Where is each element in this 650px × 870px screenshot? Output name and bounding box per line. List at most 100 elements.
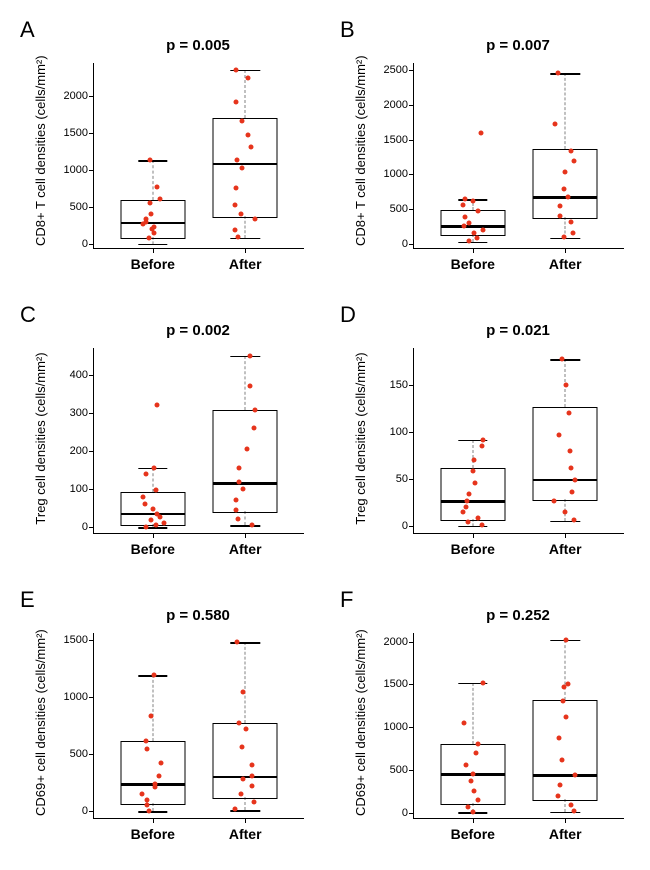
ytick-mark [89, 133, 94, 134]
ytick-label: 1500 [48, 634, 88, 646]
data-point [144, 216, 149, 221]
data-point [463, 197, 468, 202]
data-point [161, 520, 166, 525]
plot-area: 0500100015002000BeforeAfter [413, 633, 624, 819]
panel-a: Ap = 0.005CD8+ T cell densities (cells/m… [15, 15, 315, 285]
data-point [565, 195, 570, 200]
ytick-mark [409, 684, 414, 685]
plot-area: 0500100015002000BeforeAfter [93, 63, 304, 249]
ytick-label: 300 [48, 407, 88, 419]
data-point [244, 447, 249, 452]
data-point [471, 458, 476, 463]
figure-root: Ap = 0.005CD8+ T cell densities (cells/m… [0, 0, 650, 870]
data-point [234, 67, 239, 72]
xtick-mark [473, 818, 474, 823]
panel-label: A [20, 17, 35, 43]
data-point [249, 773, 254, 778]
whisker-upper [565, 640, 566, 700]
whisker-lower [245, 511, 246, 525]
ytick-label: 2000 [368, 636, 408, 648]
box [440, 468, 505, 521]
y-axis-label: CD69+ cell densities (cells/mm²) [33, 631, 48, 816]
whisker-upper [152, 675, 153, 741]
data-point [145, 798, 150, 803]
data-point [151, 673, 156, 678]
data-point [467, 239, 472, 244]
ytick-label: 500 [48, 748, 88, 760]
data-point [567, 411, 572, 416]
ytick-label: 0 [368, 807, 408, 819]
p-value-title: p = 0.007 [393, 37, 643, 54]
data-point [253, 407, 258, 412]
cap-lower [138, 244, 167, 246]
ytick-mark [409, 813, 414, 814]
data-point [148, 518, 153, 523]
p-value-title: p = 0.252 [393, 607, 643, 624]
data-point [557, 736, 562, 741]
xtick-label: Before [451, 826, 495, 842]
data-point [248, 353, 253, 358]
ytick-mark [89, 754, 94, 755]
data-point [240, 166, 245, 171]
data-point [233, 203, 238, 208]
ytick-label: 1000 [368, 168, 408, 180]
ytick-mark [89, 527, 94, 528]
data-point [563, 169, 568, 174]
ytick-label: 2500 [368, 64, 408, 76]
data-point [553, 122, 558, 127]
data-point [471, 789, 476, 794]
data-point [462, 720, 467, 725]
data-point [239, 745, 244, 750]
data-point [568, 148, 573, 153]
data-point [471, 231, 476, 236]
data-point [552, 499, 557, 504]
whisker-upper [245, 356, 246, 410]
data-point [567, 448, 572, 453]
data-point [555, 793, 560, 798]
median-line [533, 479, 598, 482]
ytick-label: 1000 [368, 721, 408, 733]
data-point [241, 487, 246, 492]
box [120, 741, 185, 805]
ytick-label: 0 [368, 520, 408, 532]
panel-b: Bp = 0.007CD8+ T cell densities (cells/m… [335, 15, 635, 285]
data-point [157, 773, 162, 778]
data-point [475, 742, 480, 747]
xtick-mark [153, 818, 154, 823]
data-point [143, 501, 148, 506]
ytick-label: 500 [368, 764, 408, 776]
xtick-label: After [229, 826, 262, 842]
data-point [568, 465, 573, 470]
cap-lower [458, 242, 487, 244]
ytick-label: 0 [368, 238, 408, 250]
data-point [250, 522, 255, 527]
data-point [150, 507, 155, 512]
cap-lower [230, 238, 259, 240]
ytick-mark [409, 140, 414, 141]
data-point [139, 792, 144, 797]
p-value-title: p = 0.580 [73, 607, 323, 624]
data-point [232, 807, 237, 812]
data-point [252, 426, 257, 431]
panel-label: B [340, 17, 355, 43]
ytick-mark [89, 811, 94, 812]
data-point [232, 227, 237, 232]
data-point [464, 762, 469, 767]
ytick-label: 2000 [48, 90, 88, 102]
ytick-label: 200 [48, 445, 88, 457]
data-point [571, 230, 576, 235]
data-point [245, 75, 250, 80]
ytick-label: 500 [368, 203, 408, 215]
ytick-label: 1500 [368, 134, 408, 146]
data-point [153, 781, 158, 786]
median-line [213, 163, 278, 166]
data-point [569, 220, 574, 225]
cap-upper [230, 356, 259, 358]
xtick-label: Before [451, 256, 495, 272]
data-point [463, 504, 468, 509]
box [213, 410, 278, 513]
ytick-label: 0 [48, 805, 88, 817]
data-point [560, 357, 565, 362]
ytick-mark [409, 70, 414, 71]
xtick-mark [565, 533, 566, 538]
